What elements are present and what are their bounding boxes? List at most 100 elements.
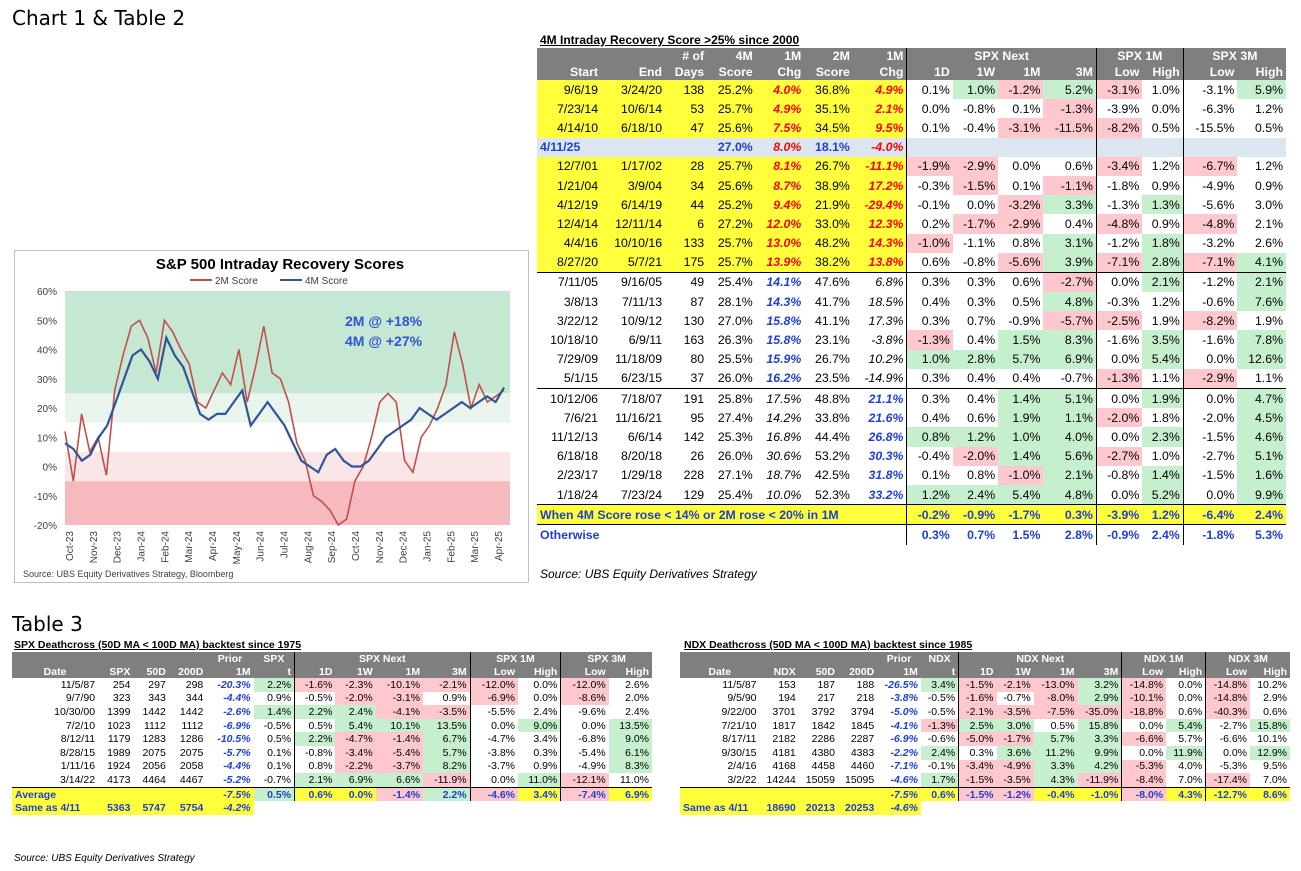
table-cell: -7.5%	[1033, 705, 1078, 719]
table-cell: 48.2%	[804, 233, 853, 253]
table-cell: 5.2%	[1043, 80, 1097, 100]
table-cell: 0.0%	[1012, 159, 1041, 174]
table-cell: 13.8%	[852, 252, 907, 273]
table-row: 11/5/87 254 297 298 -20.3% 2.2% -1.6% -2.3% -10.…	[12, 678, 652, 692]
chart-svg: S&P 500 Intraday Recovery Scores 2M Score…	[23, 256, 510, 579]
table-cell: -2.7%	[1043, 271, 1097, 293]
table-cell: -1.7%	[952, 214, 999, 234]
table-cell: -7.1%	[890, 760, 918, 773]
table-cell: -3.5%	[996, 773, 1034, 788]
table-cell: 2.9%	[1077, 691, 1122, 706]
table-cell: 35.1%	[804, 99, 853, 119]
table-cell: 2.4%	[952, 484, 999, 505]
table-cell: 7/18/07	[601, 388, 666, 409]
table-cell: 0.0%	[1182, 388, 1238, 409]
table-cell: 11/5/87	[722, 678, 757, 691]
table-cell: 1.6%	[1237, 465, 1286, 485]
col-header: Low	[1095, 64, 1143, 80]
table-cell: -0.3%	[906, 175, 953, 196]
table-cell: 0.0%	[469, 718, 519, 733]
table-cell: -0.4%	[963, 120, 996, 135]
table-cell: -6.3%	[1182, 99, 1238, 119]
table-cell: 26.0%	[717, 449, 753, 464]
col-header: 1W	[335, 665, 376, 678]
col-header: Low	[1205, 665, 1251, 678]
table-cell: 15059	[805, 773, 835, 786]
table-cell: 2.2%	[294, 732, 336, 746]
table-cell: -12.0%	[560, 678, 609, 692]
table-row: 3/22/12 10/9/12 130 27.0% 15.8% 41.1% 17.3% 0.3…	[537, 311, 1286, 331]
col-header: High	[608, 665, 652, 678]
table-cell: 2.4%	[625, 705, 649, 718]
table-cell: 9.5%	[852, 118, 907, 138]
table-cell: 0.9%	[1151, 216, 1180, 231]
table-cell: 5.6%	[1043, 446, 1097, 466]
table-cell: 2.1%	[852, 99, 907, 119]
table-cell: -2.9%	[998, 214, 1044, 234]
table-cell: 5/7/21	[601, 252, 666, 273]
table-cell: 217	[817, 692, 835, 705]
table-cell: 4181	[772, 746, 796, 759]
col-header: 1M	[998, 64, 1044, 80]
same-as-row: Same as 4/11 18690 20213 20253 -4.6%	[680, 801, 1290, 815]
table-cell: 15.8%	[1250, 718, 1290, 733]
table-cell: 0.6%	[1064, 159, 1093, 174]
table-cell: -4.8%	[1095, 214, 1143, 234]
table-cell: 1112	[143, 719, 166, 732]
table-cell: 1/17/02	[601, 156, 666, 176]
table-cell: 0.0%	[906, 99, 953, 119]
col-header: Low	[560, 665, 609, 678]
table-cell: 5.4%	[1142, 349, 1184, 369]
table-cell: 0.0%	[1182, 484, 1238, 505]
col-header-top: Prior	[206, 652, 254, 665]
table-cell: -6.9%	[890, 733, 918, 746]
table-cell: 129	[683, 487, 705, 502]
table-cell: 9.5%	[1263, 760, 1287, 773]
col-header-top: # of	[665, 48, 708, 64]
table-cell: 11/16/21	[615, 410, 663, 425]
table-cell: 80	[690, 352, 705, 367]
table-cell: -2.7%	[1095, 446, 1143, 466]
ndx-deathcross-caption: NDX Deathcross (50D MA < 100D MA) backte…	[684, 639, 973, 651]
series-line-2m	[64, 318, 505, 527]
table-row: 4/14/10 6/18/10 47 25.6% 7.5% 34.5% 9.5% 0.1% -0…	[537, 118, 1286, 138]
table-cell: 8.1%	[755, 156, 805, 176]
table-cell: -14.9%	[864, 371, 904, 386]
table-cell: 10/9/12	[621, 313, 663, 328]
table-cell: 0.5%	[1012, 294, 1041, 309]
col-header-top	[759, 652, 799, 665]
table-cell: 25.6%	[707, 118, 756, 138]
blank-cell	[518, 801, 561, 815]
table-cell: 2.1%	[1142, 271, 1184, 293]
table-row: 7/11/05 9/16/05 49 25.4% 14.1% 47.6% 6.8% 0.3% 0…	[537, 271, 1286, 293]
same-as-row: Same as 4/11 5363 5747 5754 -4.2%	[12, 801, 652, 815]
table-cell: 10/6/14	[601, 99, 666, 119]
table-cell: 0.5%	[1254, 120, 1283, 135]
table-cell: 25.5%	[717, 352, 753, 367]
recovery-score-table: # of 4M 1M 2M 1M SPX Next SPX 1M SPX 3M Start End…	[537, 48, 1286, 545]
group-header: SPX Next	[906, 48, 1097, 64]
table-cell: 15.8%	[766, 313, 802, 328]
table-cell: 7/2/10	[65, 719, 96, 732]
chart-title: S&P 500 Intraday Recovery Scores	[156, 256, 404, 273]
table-cell: 25.4%	[707, 271, 756, 293]
average-row: -7.5% 0.6% -1.5% -1.2% -0.4% -1.0% -8.0% 4.3% -1…	[680, 786, 1290, 802]
table-cell: 5.7%	[1033, 732, 1078, 746]
table-cell: 15095	[844, 773, 875, 786]
table-cell: 1.9%	[1142, 388, 1184, 409]
table-cell: 6/18/10	[601, 118, 666, 138]
average-cell: 0.6%	[920, 786, 959, 802]
table-cell: 0.3%	[958, 745, 997, 760]
table-cell: -4.0%	[852, 137, 907, 157]
table-cell: 27.0%	[717, 313, 753, 328]
table-cell: -7.1%	[1095, 252, 1143, 273]
table-cell: -1.6%	[1095, 330, 1143, 350]
table-cell: 1.0%	[1151, 449, 1180, 464]
table-cell: 30.6%	[766, 449, 802, 464]
col-header-top: NDX	[920, 652, 959, 665]
same-as-cell: 5747	[133, 801, 169, 815]
table-cell: 38.2%	[804, 252, 853, 273]
x-tick-label: Aug-24	[303, 531, 314, 564]
table-cell: -1.5%	[1182, 427, 1238, 447]
summary-cell: 2.4%	[1237, 504, 1286, 525]
